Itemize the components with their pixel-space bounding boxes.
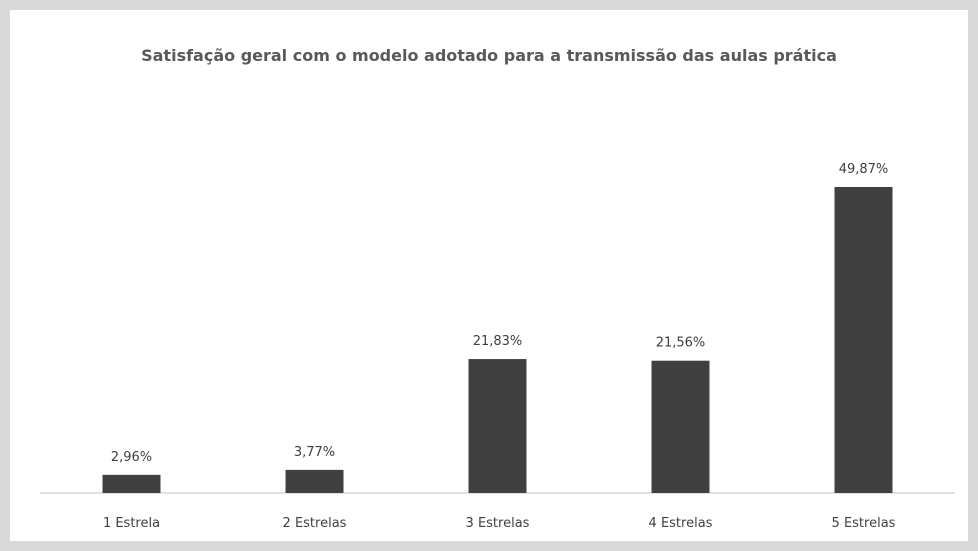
bar <box>834 187 893 493</box>
x-tick-label: 5 Estrelas <box>832 516 896 531</box>
value-label: 21,83% <box>473 334 523 349</box>
x-tick-label: 2 Estrelas <box>283 516 347 531</box>
bar <box>468 359 527 493</box>
chart-title: Satisfação geral com o modelo adotado pa… <box>141 46 837 65</box>
x-tick-label: 1 Estrela <box>103 516 160 531</box>
value-label: 3,77% <box>294 445 335 460</box>
value-label: 2,96% <box>111 450 152 465</box>
bar <box>285 469 344 493</box>
bar <box>102 474 161 493</box>
value-label: 21,56% <box>656 336 706 351</box>
bar <box>651 360 710 493</box>
value-label: 49,87% <box>839 162 889 177</box>
x-tick-label: 4 Estrelas <box>649 516 713 531</box>
x-tick-label: 3 Estrelas <box>466 516 530 531</box>
